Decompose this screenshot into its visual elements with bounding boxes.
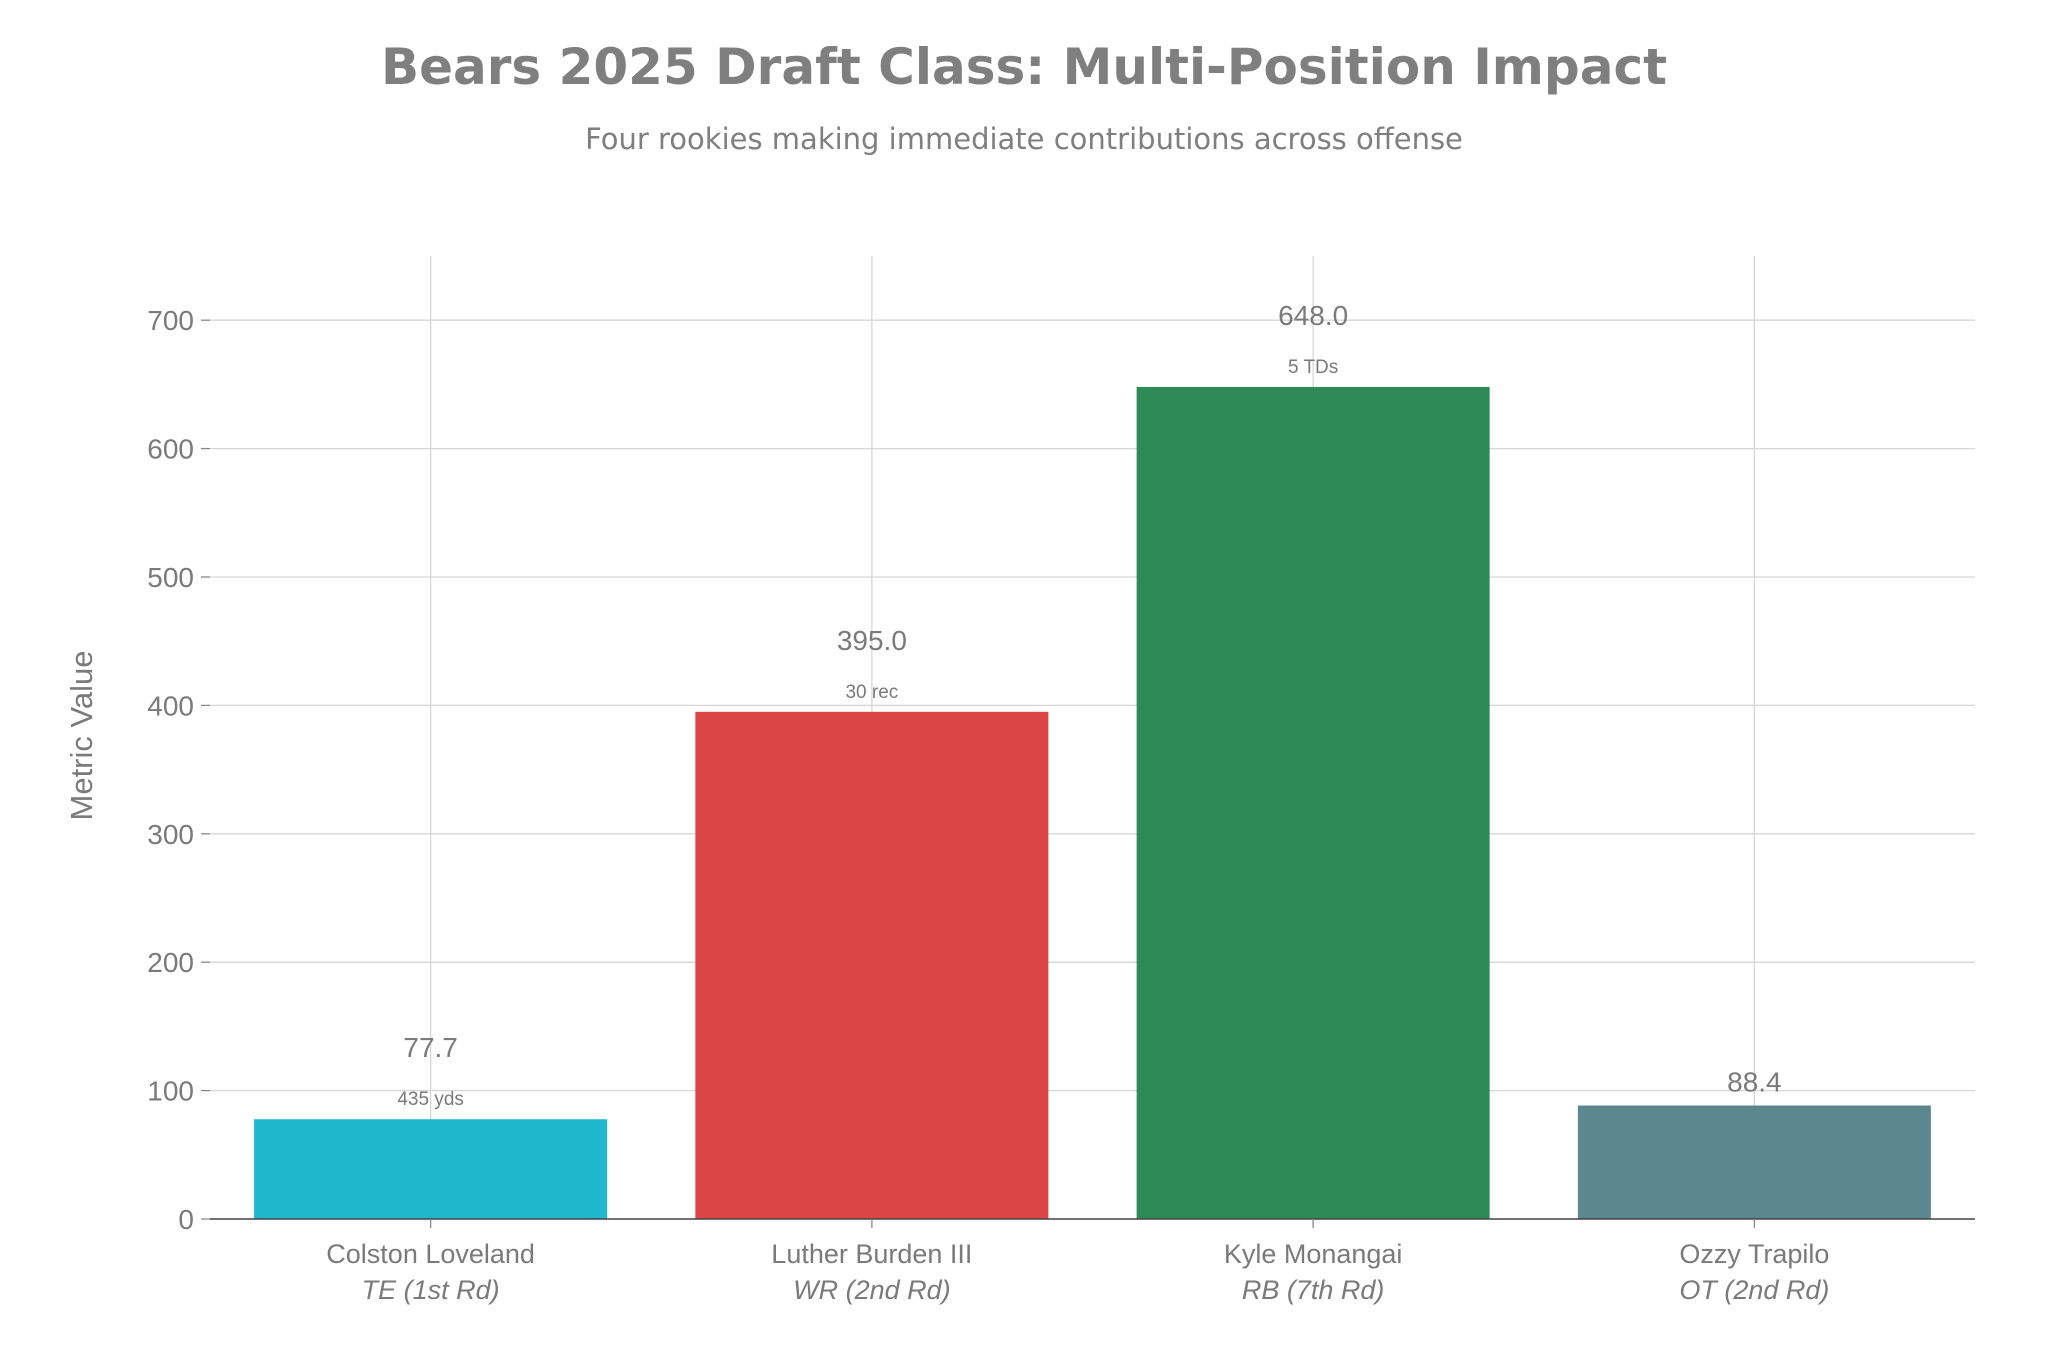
x-tick-sublabel: OT (2nd Rd)	[1679, 1275, 1829, 1305]
y-tick-label: 300	[147, 819, 194, 850]
bar	[695, 711, 1049, 1219]
y-tick-label: 200	[147, 947, 194, 978]
y-tick-label: 600	[147, 434, 194, 465]
y-tick-label: 400	[147, 690, 194, 721]
x-tick-label: Colston Loveland	[326, 1239, 535, 1269]
x-tick-label: Ozzy Trapilo	[1679, 1239, 1829, 1269]
x-tick-sublabel: RB (7th Rd)	[1242, 1275, 1385, 1305]
data-label: 648.0	[1278, 300, 1348, 331]
y-tick-label: 700	[147, 305, 194, 336]
data-annotation: 30 rec	[845, 682, 898, 703]
y-axis-label: Metric Value	[64, 651, 99, 821]
x-tick-label: Kyle Monangai	[1224, 1239, 1403, 1269]
data-annotation: 435 yds	[397, 1089, 464, 1110]
y-tick-label: 0	[178, 1204, 194, 1235]
data-label: 88.4	[1727, 1066, 1782, 1097]
x-tick-label: Luther Burden III	[771, 1239, 972, 1269]
chart-title: Bears 2025 Draft Class: Multi-Position I…	[381, 38, 1667, 96]
bar	[254, 1119, 608, 1219]
chart-subtitle: Four rookies making immediate contributi…	[585, 122, 1463, 156]
bar	[1577, 1105, 1931, 1219]
y-tick-label: 500	[147, 562, 194, 593]
data-label: 77.7	[403, 1032, 458, 1063]
data-label: 395.0	[837, 625, 907, 656]
data-annotation: 5 TDs	[1288, 357, 1338, 378]
bar	[1136, 386, 1490, 1219]
x-tick-sublabel: WR (2nd Rd)	[793, 1275, 951, 1305]
x-tick-sublabel: TE (1st Rd)	[362, 1275, 500, 1305]
y-tick-label: 100	[147, 1076, 194, 1107]
